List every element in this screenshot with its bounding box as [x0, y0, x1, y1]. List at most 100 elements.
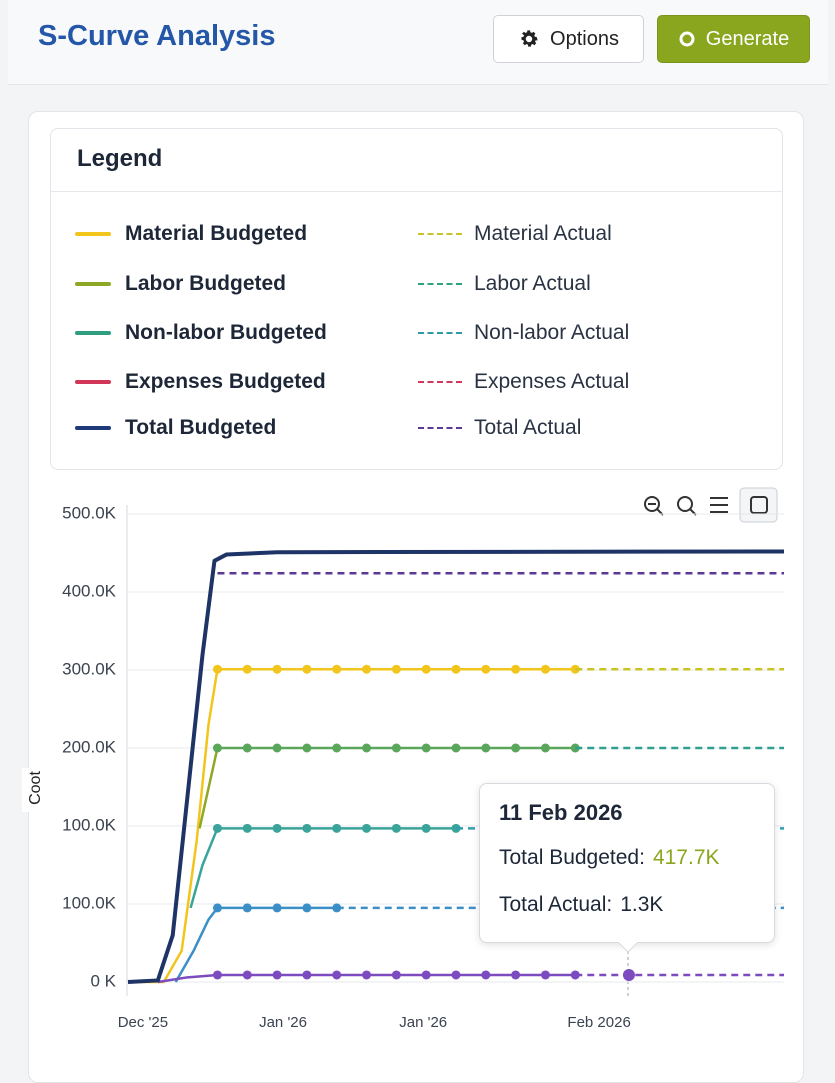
series-marker — [451, 743, 461, 753]
series-marker — [212, 903, 222, 913]
series-marker — [242, 664, 252, 674]
series-marker — [511, 664, 521, 674]
series-marker — [332, 664, 342, 674]
y-tick-label: 100.0K — [62, 815, 117, 834]
series-marker — [451, 970, 461, 980]
series-marker — [302, 743, 312, 753]
toolbar — [644, 487, 778, 523]
y-tick-label: 300.0K — [62, 659, 117, 678]
legend-label: Total Actual — [474, 416, 582, 439]
tooltip-title: 11 Feb 2026 — [499, 800, 623, 825]
x-tick-label: Feb 2026 — [567, 1014, 630, 1031]
legend-label: Labor Actual — [474, 272, 591, 295]
legend-swatch — [418, 381, 462, 383]
series-marker — [362, 664, 372, 674]
series-marker — [540, 970, 550, 980]
series-marker — [302, 970, 312, 980]
series-marker — [421, 664, 431, 674]
tooltip-row: Total Actual: 1.3K — [499, 893, 663, 917]
series-marker — [391, 743, 401, 753]
legend-item: Non-labor Actual — [418, 318, 629, 348]
series-marker — [272, 664, 282, 674]
series-marker — [511, 743, 521, 753]
series-marker — [302, 903, 312, 913]
series-marker — [242, 903, 252, 913]
generate-button[interactable]: Generate — [657, 15, 810, 63]
series-marker — [481, 743, 491, 753]
legend-item: Expenses Actual — [418, 367, 629, 397]
series-marker — [362, 823, 372, 833]
legend-title: Legend — [77, 145, 163, 172]
legend-label: Expenses Actual — [474, 370, 630, 393]
legend-swatch — [418, 332, 462, 334]
gear-icon — [521, 30, 538, 47]
tooltip-row: Total Budgeted: 417.7K — [499, 846, 720, 870]
x-tick-label: Jan '26 — [399, 1014, 447, 1031]
generate-icon — [679, 31, 695, 47]
series-marker — [421, 743, 431, 753]
legend: Legend Material Budgeted Material Actual L… — [50, 128, 783, 470]
generate-label: Generate — [705, 27, 790, 50]
series-marker — [272, 743, 282, 753]
y-tick-label: 0 K — [90, 971, 116, 990]
series-marker — [540, 664, 550, 674]
legend-swatch — [418, 233, 462, 235]
y-axis-title: Coot — [27, 771, 44, 805]
series-marker — [302, 823, 312, 833]
tooltip: 11 Feb 2026 Total Budgeted: 417.7K Total A… — [479, 783, 775, 943]
legend-swatch — [75, 380, 111, 384]
series-marker — [212, 664, 222, 674]
y-tick-label: 100.0K — [62, 893, 117, 912]
y-tick-label: 500.0K — [62, 503, 117, 522]
series-marker — [421, 970, 431, 980]
series-marker — [332, 970, 342, 980]
legend-label: Non-labor Actual — [474, 321, 630, 344]
legend-label: Non-labor Budgeted — [125, 321, 327, 344]
series-marker — [272, 970, 282, 980]
series-marker — [302, 664, 312, 674]
legend-item: Material Actual — [418, 219, 612, 249]
series-line — [157, 973, 218, 984]
tooltip-value: 417.7K — [652, 846, 720, 869]
page-title: S-Curve Analysis — [38, 20, 276, 52]
legend-item: Non-labor Budgeted — [75, 318, 327, 348]
legend-item: Expenses Budgeted — [75, 367, 326, 397]
legend-swatch — [418, 283, 462, 285]
series-line — [127, 549, 785, 984]
legend-item: Material Budgeted — [75, 219, 307, 249]
x-tick-label: Dec '25 — [118, 1014, 168, 1031]
series-marker — [391, 970, 401, 980]
series-marker — [451, 664, 461, 674]
legend-item: Labor Budgeted — [75, 269, 286, 299]
y-tick-label: 400.0K — [62, 581, 117, 600]
legend-label: Material Budgeted — [125, 222, 308, 245]
legend-label: Labor Budgeted — [125, 272, 286, 295]
series-marker — [362, 743, 372, 753]
series-marker — [272, 903, 282, 913]
series-marker — [212, 823, 222, 833]
series-marker — [332, 743, 342, 753]
divider — [51, 191, 782, 192]
y-label-bg — [22, 768, 48, 812]
legend-label: Expenses Budgeted — [125, 370, 326, 393]
tooltip-label: Total Budgeted: — [499, 846, 645, 869]
series-marker — [212, 743, 222, 753]
series-line — [189, 827, 219, 909]
series-marker — [332, 823, 342, 833]
series-marker — [421, 823, 431, 833]
series-marker — [242, 823, 252, 833]
x-tick-label: Jan '26 — [259, 1014, 307, 1031]
series-marker — [481, 664, 491, 674]
options-button[interactable]: Options — [493, 15, 644, 63]
legend-swatch — [75, 232, 111, 236]
series-line — [174, 907, 219, 983]
legend-label: Total Budgeted — [125, 416, 277, 439]
legend-swatch — [418, 427, 462, 429]
series-marker — [622, 968, 635, 981]
series-marker — [362, 970, 372, 980]
series-marker — [481, 970, 491, 980]
tooltip-value: 1.3K — [620, 893, 664, 916]
tooltip-label: Total Actual: — [499, 893, 613, 916]
series-marker — [242, 970, 252, 980]
legend-item: Total Budgeted — [75, 413, 276, 443]
